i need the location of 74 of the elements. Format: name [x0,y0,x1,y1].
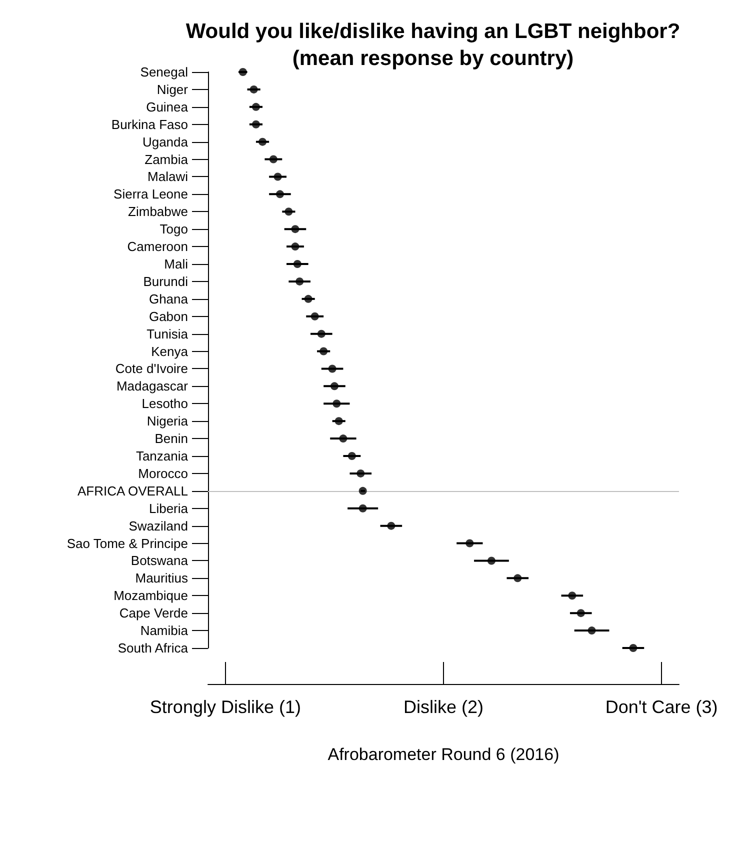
y-tick-label: Kenya [151,344,189,359]
point [358,504,367,512]
y-tick-label: Mali [164,256,188,272]
x-tick-label: Dislike (2) [403,697,484,717]
point [332,400,341,408]
y-tick-label: Nigeria [146,414,189,429]
y-tick-label: Sierra Leone [114,186,188,202]
point [348,452,356,460]
point [304,294,312,303]
y-tick-label: Malawi [148,169,188,184]
point [328,364,336,373]
y-tick-label: Sao Tome & Principe [66,536,188,551]
chart-subtitle: (mean response by country) [292,47,574,70]
point [334,417,343,426]
y-tick-label: Swaziland [128,518,188,534]
y-tick-label: Mozambique [114,588,188,604]
y-tick-label: Tunisia [146,326,189,342]
x-axis-title: Afrobarometer Round 6 (2016) [328,745,560,764]
point [629,644,638,652]
y-tick-label: Botswana [130,553,189,568]
y-tick-label: Gabon [148,308,188,324]
point [291,242,300,251]
point [358,486,367,495]
point [356,469,365,478]
y-tick-label: Niger [156,82,189,97]
point [310,312,319,320]
point [293,260,302,268]
point [576,609,585,618]
point [320,347,328,356]
point [588,626,596,635]
point [296,277,304,286]
y-tick-label: Liberia [148,500,189,516]
y-tick-label: Cote d'Ivoire [115,361,188,376]
point [330,382,338,390]
point [238,68,247,76]
point [252,102,260,111]
point [339,434,348,443]
y-tick-label: Cape Verde [119,606,188,621]
y-tick-label: Ghana [148,291,189,306]
y-tick-label: Zambia [144,152,189,167]
y-tick-label: Benin [154,431,188,446]
y-tick-label: South Africa [118,640,189,656]
y-tick-label: Mauritius [135,570,188,586]
point [258,138,267,146]
y-tick-label: Burundi [143,274,188,289]
point [291,225,300,234]
point [514,574,522,582]
point [487,556,496,565]
x-tick-label: Strongly Dislike (1) [150,697,301,717]
point [284,208,293,216]
y-tick-label: Tanzania [136,448,189,464]
point [317,330,326,338]
y-tick-label: Togo [160,222,188,237]
x-tick-label: Don't Care (3) [605,697,718,717]
chart-title: Would you like/dislike having an LGBT neighbor? [186,20,680,43]
y-tick-label: AFRICA OVERALL [77,483,188,498]
y-tick-label: Senegal [140,64,188,80]
y-tick-label: Namibia [140,623,189,638]
point [274,172,282,181]
point [466,539,474,548]
point [250,85,258,94]
y-tick-label: Madagascar [116,378,189,394]
y-tick-label: Guinea [146,99,189,114]
point [568,592,576,600]
point [269,155,278,164]
point [252,120,260,128]
y-tick-label: Uganda [142,134,189,150]
y-tick-label: Lesotho [142,396,188,412]
point [276,190,284,198]
y-tick-label: Cameroon [127,239,188,254]
y-tick-label: Morocco [138,466,188,481]
point [387,522,396,530]
y-tick-label: Zimbabwe [128,204,188,220]
y-tick-label: Burkina Faso [111,116,188,132]
